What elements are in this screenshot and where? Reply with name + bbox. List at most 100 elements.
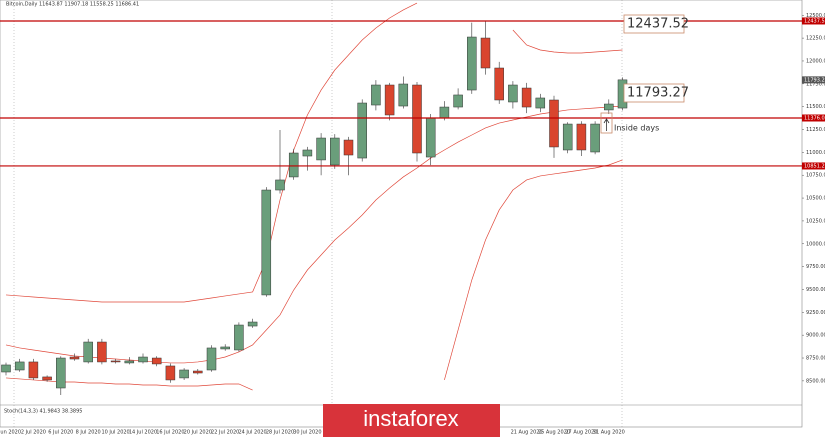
x-tick-label: 28 Jul 2020: [266, 430, 294, 436]
candle-body: [343, 139, 354, 156]
level-tag: [802, 162, 825, 170]
candle-body: [165, 365, 176, 381]
y-tick-label: 12000.00: [806, 58, 825, 64]
candle-body: [193, 370, 203, 374]
candle-body: [521, 87, 532, 108]
candle-body: [1, 364, 11, 373]
y-tick-label: 10500.00: [806, 196, 825, 202]
candle-body: [42, 376, 52, 381]
chart-header: Bitcoin,Daily 11643.87 11907.18 11558.25…: [6, 2, 139, 8]
x-tick-label: 20 Jul 2020: [184, 430, 212, 436]
candle-body: [590, 123, 600, 153]
level-tag-label: 11376.05: [804, 115, 825, 121]
band-line: [444, 159, 623, 381]
candle-body: [371, 84, 381, 106]
y-tick-label: 9250.00: [806, 310, 825, 316]
candle-body: [69, 356, 80, 360]
candle-body: [398, 83, 409, 107]
annotation-label: Inside days: [614, 124, 659, 133]
candle-body: [467, 36, 477, 91]
level-tag: [802, 114, 825, 122]
candle-body: [261, 189, 272, 296]
price-box: [623, 83, 685, 103]
x-tick-label: 14 Jul 2020: [129, 430, 157, 436]
candle-body: [439, 106, 450, 119]
indicator-label: Stoch(14,3,3) 41.9843 38.3895: [4, 409, 82, 415]
y-tick-label: 8500.00: [806, 378, 825, 384]
candle-body: [330, 137, 340, 166]
x-tick-label: 22 Jul 2020: [211, 430, 239, 436]
x-tick-label: 24 Jul 2020: [238, 430, 266, 436]
candle-body: [288, 152, 299, 178]
annotation-box: [600, 112, 613, 134]
y-tick-label: 11250.00: [806, 127, 825, 133]
candle-body: [480, 37, 491, 69]
candle-body: [247, 321, 258, 327]
x-tick-label: 6 Jul 2020: [48, 430, 73, 436]
candle-body: [206, 347, 217, 371]
candle-body: [316, 137, 326, 161]
candle-body: [604, 103, 614, 111]
x-tick-label: 8 Jul 2020: [76, 430, 101, 436]
level-tag-label: 12437.52: [804, 18, 825, 24]
candle-body: [56, 357, 66, 389]
level-tag-label: 10851.25: [804, 163, 825, 169]
y-tick-label: 12250.00: [806, 36, 825, 42]
candle-body: [508, 84, 518, 103]
candle-body: [412, 84, 422, 154]
x-tick-label: 25 Aug 2020: [538, 430, 570, 436]
candle-body: [234, 324, 244, 351]
candle-body: [97, 341, 107, 363]
x-tick-label: 30 Jul 2020: [293, 430, 321, 436]
candle-body: [357, 102, 367, 159]
current-price-label: 11793.27: [804, 77, 825, 83]
x-tick-label: 16 Jul 2020: [156, 430, 184, 436]
price-box: [623, 14, 685, 34]
candle-body: [124, 360, 135, 364]
candle-body: [83, 341, 93, 363]
y-tick-label: 11750.00: [806, 81, 825, 87]
watermark-text: instaforex: [363, 406, 458, 431]
level-tag: [802, 17, 825, 25]
candle-body: [302, 149, 313, 157]
candle-body: [425, 117, 436, 158]
y-tick-label: 9000.00: [806, 333, 825, 339]
y-tick-label: 12500.00: [806, 13, 825, 19]
candle-body: [549, 99, 559, 148]
x-tick-label: 31 Aug 2020: [593, 430, 625, 436]
candle-body: [179, 369, 189, 379]
y-tick-label: 10750.00: [806, 173, 825, 179]
x-tick-label: 30 Jun 2020: [0, 430, 21, 436]
y-tick-label: 9750.00: [806, 264, 825, 270]
y-tick-label: 11000.00: [806, 150, 825, 156]
plot-frame: [0, 0, 803, 428]
x-tick-label: 10 Jul 2020: [101, 430, 129, 436]
x-tick-label: 21 Aug 2020: [511, 430, 543, 436]
candle-body: [110, 360, 121, 363]
candle-body: [576, 123, 587, 151]
watermark-box: [323, 404, 500, 437]
candle-body: [220, 346, 230, 350]
candle-body: [151, 357, 162, 365]
candle-body: [28, 361, 39, 379]
watermark: instaforex: [323, 404, 500, 437]
candle-body: [453, 94, 463, 108]
price-box-label: 11793.27: [627, 86, 689, 101]
candle-body: [14, 361, 25, 371]
y-tick-label: 10000.00: [806, 241, 825, 247]
candle-body: [384, 84, 395, 116]
candle-body: [275, 179, 285, 191]
y-tick-label: 11500.00: [806, 104, 825, 110]
annotation-arrow: [603, 118, 610, 131]
y-tick-label: 10250.00: [806, 218, 825, 224]
candle-body: [562, 123, 573, 151]
current-price-tag: [802, 76, 825, 84]
y-tick-label: 8750.00: [806, 356, 825, 362]
candle-body: [494, 67, 504, 101]
candle-body: [138, 356, 148, 363]
candle-body: [535, 97, 546, 109]
x-tick-label: 2 Jul 2020: [21, 430, 46, 436]
x-tick-label: 27 Aug 2020: [565, 430, 597, 436]
band-line: [5, 2, 418, 303]
